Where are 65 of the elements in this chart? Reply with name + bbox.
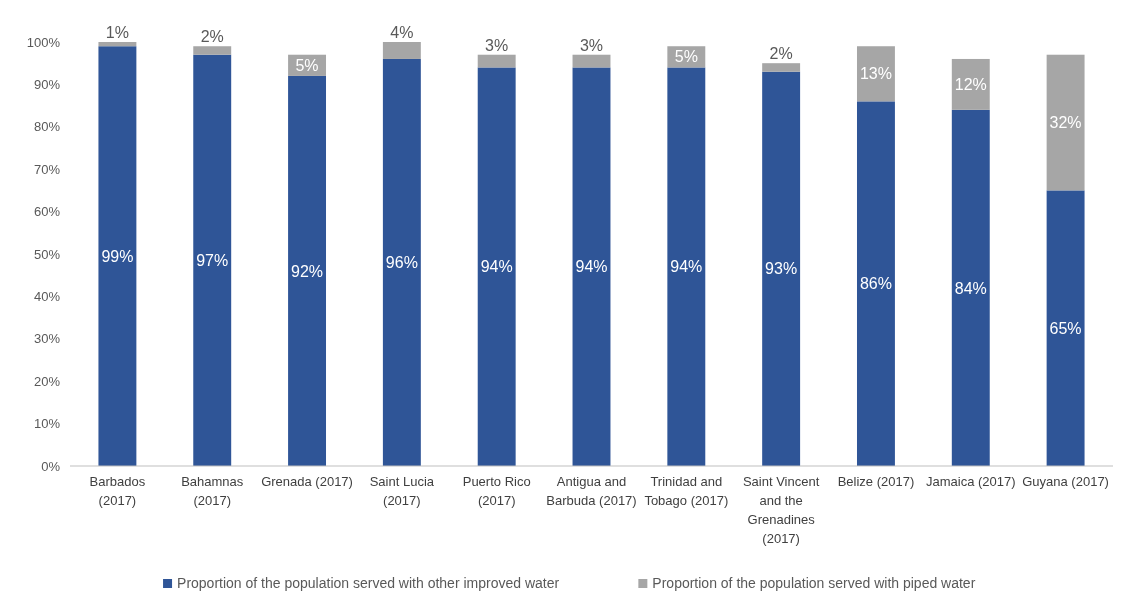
x-tick-label: Saint Vincent and the Grenadines (2017)	[742, 474, 820, 546]
x-tick-label: Trinidad and Tobago (2017)	[644, 474, 729, 508]
bar	[762, 63, 801, 72]
data-label: 1%	[105, 24, 129, 41]
y-tick-label: 80%	[33, 119, 61, 135]
bar	[667, 67, 706, 466]
y-tick-label: 90%	[33, 76, 61, 92]
data-label: 12%	[954, 76, 987, 93]
bar	[98, 42, 137, 47]
y-tick-label: 100%	[26, 34, 61, 50]
bar	[1046, 190, 1085, 466]
x-tick-label: Grenada (2017)	[261, 474, 353, 489]
x-tick-label: Bahamnas (2017)	[181, 474, 244, 508]
data-label: 96%	[385, 254, 418, 272]
data-label: 84%	[954, 279, 987, 297]
bar	[1046, 54, 1085, 191]
bar	[382, 58, 421, 466]
bar	[951, 109, 990, 466]
data-label: 94%	[575, 258, 608, 276]
data-label: 3%	[579, 36, 604, 54]
y-tick-label: 50%	[33, 246, 61, 262]
y-tick-label: 10%	[33, 416, 61, 432]
bar	[193, 54, 232, 466]
bar	[98, 46, 137, 466]
x-tick-label: Barbados (2017)	[89, 474, 146, 508]
data-label: 4%	[390, 24, 414, 41]
data-label: 5%	[295, 56, 319, 74]
bar	[572, 54, 611, 68]
bar	[572, 67, 611, 466]
bar	[856, 101, 895, 466]
bar	[193, 46, 232, 55]
data-label: 93%	[765, 260, 798, 278]
y-tick-label: 60%	[33, 204, 61, 220]
y-tick-label: 70%	[33, 161, 61, 177]
y-tick-label: 40%	[33, 288, 61, 304]
data-label: 2%	[200, 28, 224, 46]
bar	[288, 75, 327, 466]
data-label: 94%	[480, 258, 513, 276]
data-label: 3%	[485, 36, 509, 54]
data-label: 32%	[1049, 114, 1082, 132]
data-label: 94%	[670, 258, 703, 276]
data-label: 92%	[291, 262, 324, 280]
data-label: 97%	[196, 251, 229, 269]
bar	[856, 46, 895, 102]
x-tick-label: Belize (2017)	[837, 474, 915, 489]
legend-label: Proportion of the population served with piped water	[652, 575, 976, 591]
legend-label: Proportion of the population served with other improved water	[177, 575, 560, 591]
y-tick-label: 0%	[41, 458, 61, 474]
x-tick-label: Guyana (2017)	[1022, 474, 1109, 489]
x-tick-label: Puerto Rico (2017)	[462, 474, 531, 508]
data-label: 86%	[859, 275, 892, 293]
y-tick-label: 20%	[33, 373, 61, 389]
y-tick-label: 30%	[33, 331, 61, 347]
data-label: 65%	[1049, 319, 1082, 337]
data-label: 5%	[674, 48, 698, 66]
bar	[762, 71, 801, 466]
x-tick-label: Antigua and Barbuda (2017)	[546, 474, 637, 508]
data-label: 2%	[769, 45, 793, 63]
data-label: 13%	[859, 65, 892, 83]
bar	[477, 54, 516, 68]
bar	[477, 67, 516, 466]
data-label: 99%	[101, 247, 134, 265]
x-tick-label: Jamaica (2017)	[925, 474, 1016, 489]
x-tick-label: Saint Lucia (2017)	[369, 474, 435, 508]
bar	[382, 42, 421, 59]
